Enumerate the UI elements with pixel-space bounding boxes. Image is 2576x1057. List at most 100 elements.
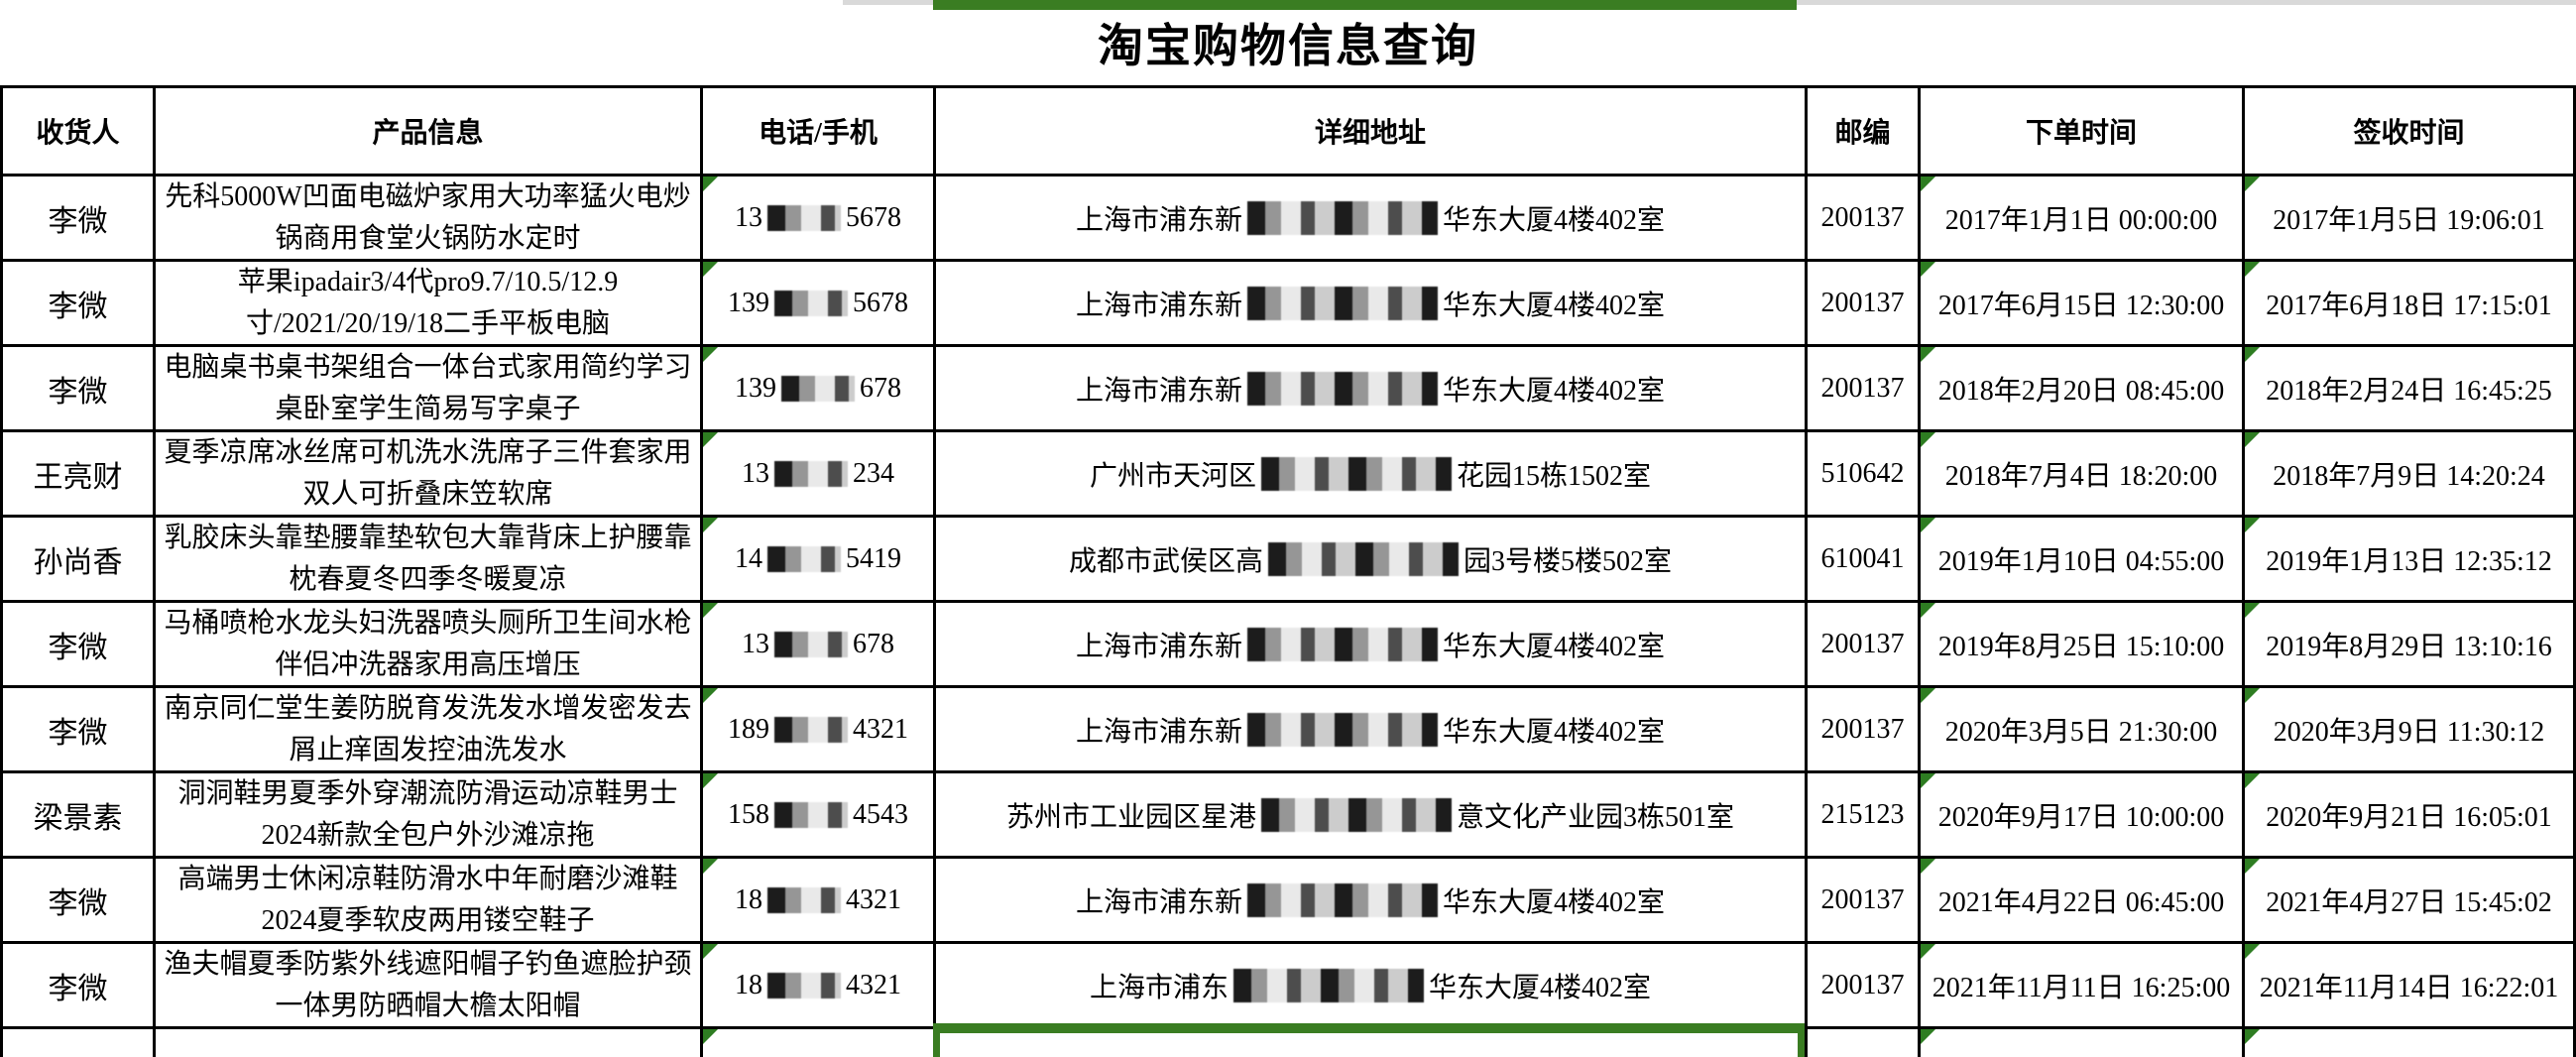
- cell-address[interactable]: 上海市浦东新 华东大厦4楼402室: [936, 176, 1808, 262]
- excel-error-triangle-icon: [703, 773, 718, 788]
- cell-recipient[interactable]: 梁景素: [3, 773, 156, 859]
- selection-border-bottom-right: [1798, 1023, 1805, 1057]
- cell-product[interactable]: 夏季凉席冰丝席可机洗水洗席子三件套家用双人可折叠床笠软席: [156, 432, 703, 518]
- cell-product[interactable]: 电脑桌书桌书架组合一体台式家用简约学习桌卧室学生简易写字桌子: [156, 347, 703, 432]
- cell-order-time[interactable]: 2021年11月11日 16:25:00: [1921, 944, 2245, 1029]
- cell-address[interactable]: 上海市浦东 华东大厦4楼402室: [936, 944, 1808, 1029]
- cell-order-time[interactable]: 2021年4月22日 06:45:00: [1921, 859, 2245, 944]
- cell-order-time[interactable]: 2018年7月4日 18:20:00: [1921, 432, 2245, 518]
- header-order-time[interactable]: 下单时间: [1921, 88, 2245, 176]
- cell-zip[interactable]: 200137: [1808, 176, 1921, 262]
- cell-product[interactable]: 先科5000W凹面电磁炉家用大功率猛火电炒锅商用食堂火锅防水定时: [156, 176, 703, 262]
- cell-zip[interactable]: 610041: [1808, 518, 1921, 603]
- recipient-text: 李微: [48, 972, 108, 1005]
- cell-zip[interactable]: 200137: [1808, 347, 1921, 432]
- cell-sign-time[interactable]: 2017年1月5日 19:06:01: [2245, 176, 2576, 262]
- header-sign-time[interactable]: 签收时间: [2245, 88, 2576, 176]
- cell-recipient[interactable]: 李微: [3, 262, 156, 347]
- cell-product[interactable]: 南京同仁堂生姜防脱育发洗发水增发密发去屑止痒固发控油洗发水: [156, 688, 703, 773]
- cell-product[interactable]: 乳胶床头靠垫腰靠垫软包大靠背床上护腰靠枕春夏冬四季冬暖夏凉: [156, 518, 703, 603]
- header-zip[interactable]: 邮编: [1808, 88, 1921, 176]
- address-text: 上海市浦东新 华东大厦4楼402室: [1076, 284, 1665, 323]
- cell-zip[interactable]: 200137: [1808, 603, 1921, 688]
- order-time-text: 2019年1月10日 04:55:00: [1937, 545, 2225, 577]
- recipient-text: 梁景素: [33, 801, 123, 835]
- cell-address[interactable]: 上海市浦东新 华东大厦4楼402室: [936, 262, 1808, 347]
- cell-product[interactable]: [156, 1029, 703, 1057]
- cell-zip[interactable]: 200137: [1808, 262, 1921, 347]
- cell-phone[interactable]: [703, 1029, 936, 1057]
- cell-phone[interactable]: 13 5678: [703, 176, 936, 262]
- cell-phone[interactable]: 139 678: [703, 347, 936, 432]
- cell-recipient[interactable]: 李微: [3, 603, 156, 688]
- cell-sign-time[interactable]: 2020年3月9日 11:30:12: [2245, 688, 2576, 773]
- cell-sign-time[interactable]: 2017年6月18日 17:15:01: [2245, 262, 2576, 347]
- cell-sign-time[interactable]: 2020年9月21日 16:05:01: [2245, 773, 2576, 859]
- cell-recipient[interactable]: 李微: [3, 859, 156, 944]
- cell-sign-time[interactable]: 2021年4月27日 15:45:02: [2245, 859, 2576, 944]
- cell-phone[interactable]: 18 4321: [703, 859, 936, 944]
- cell-product[interactable]: 苹果ipadair3/4代pro9.7/10.5/12.9寸/2021/20/1…: [156, 262, 703, 347]
- cell-phone[interactable]: 189 4321: [703, 688, 936, 773]
- cell-order-time[interactable]: 2017年6月15日 12:30:00: [1921, 262, 2245, 347]
- cell-order-time[interactable]: 2017年1月1日 00:00:00: [1921, 176, 2245, 262]
- cell-phone[interactable]: 13 678: [703, 603, 936, 688]
- header-address[interactable]: 详细地址: [936, 88, 1808, 176]
- cell-zip[interactable]: 215123: [1808, 773, 1921, 859]
- cell-recipient[interactable]: [3, 1029, 156, 1057]
- cell-product[interactable]: 渔夫帽夏季防紫外线遮阳帽子钓鱼遮脸护颈一体男防晒帽大檐太阳帽: [156, 944, 703, 1029]
- header-phone[interactable]: 电话/手机: [703, 88, 936, 176]
- cell-recipient[interactable]: 李微: [3, 688, 156, 773]
- product-text: 马桶喷枪水龙头妇洗器喷头厕所卫生间水枪伴侣冲洗器家用高压增压: [164, 607, 692, 680]
- excel-error-triangle-icon: [703, 347, 718, 362]
- address-text: 上海市浦东新 华东大厦4楼402室: [1076, 625, 1665, 664]
- cell-address[interactable]: 上海市浦东新 华东大厦4楼402室: [936, 688, 1808, 773]
- cell-recipient[interactable]: 李微: [3, 347, 156, 432]
- sign-time-text: 2017年6月18日 17:15:01: [2266, 290, 2552, 321]
- cell-order-time[interactable]: 2019年8月25日 15:10:00: [1921, 603, 2245, 688]
- cell-address[interactable]: 上海市浦东新 华东大厦4楼402室: [936, 859, 1808, 944]
- cell-order-time[interactable]: [1921, 1029, 2245, 1057]
- cell-phone[interactable]: 13 234: [703, 432, 936, 518]
- cell-zip[interactable]: 200137: [1808, 944, 1921, 1029]
- cell-sign-time[interactable]: [2245, 1029, 2576, 1057]
- cell-zip[interactable]: 200137: [1808, 859, 1921, 944]
- sign-time-text: 2017年1月5日 19:06:01: [2273, 204, 2545, 236]
- cell-address[interactable]: 广州市天河区 花园15栋1502室: [936, 432, 1808, 518]
- cell-phone[interactable]: 14 5419: [703, 518, 936, 603]
- table-row: 王亮财 夏季凉席冰丝席可机洗水洗席子三件套家用双人可折叠床笠软席 13 234 广…: [0, 432, 2576, 518]
- cell-address[interactable]: 上海市浦东新 华东大厦4楼402室: [936, 347, 1808, 432]
- cell-address[interactable]: [936, 1029, 1808, 1057]
- cell-zip[interactable]: [1808, 1029, 1921, 1057]
- cell-zip[interactable]: 200137: [1808, 688, 1921, 773]
- header-product[interactable]: 产品信息: [156, 88, 703, 176]
- cell-sign-time[interactable]: 2018年7月9日 14:20:24: [2245, 432, 2576, 518]
- cell-product[interactable]: 高端男士休闲凉鞋防滑水中年耐磨沙滩鞋2024夏季软皮两用镂空鞋子: [156, 859, 703, 944]
- cell-sign-time[interactable]: 2019年8月29日 13:10:16: [2245, 603, 2576, 688]
- cell-sign-time[interactable]: 2018年2月24日 16:45:25: [2245, 347, 2576, 432]
- cell-recipient[interactable]: 王亮财: [3, 432, 156, 518]
- cell-sign-time[interactable]: 2019年1月13日 12:35:12: [2245, 518, 2576, 603]
- cell-phone[interactable]: 158 4543: [703, 773, 936, 859]
- cell-address[interactable]: 上海市浦东新 华东大厦4楼402室: [936, 603, 1808, 688]
- cell-recipient[interactable]: 李微: [3, 944, 156, 1029]
- cell-sign-time[interactable]: 2021年11月14日 16:22:01: [2245, 944, 2576, 1029]
- cell-address[interactable]: 成都市武侯区高 园3号楼5楼502室: [936, 518, 1808, 603]
- cell-product[interactable]: 洞洞鞋男夏季外穿潮流防滑运动凉鞋男士2024新款全包户外沙滩凉拖: [156, 773, 703, 859]
- cell-product[interactable]: 马桶喷枪水龙头妇洗器喷头厕所卫生间水枪伴侣冲洗器家用高压增压: [156, 603, 703, 688]
- cell-order-time[interactable]: 2020年3月5日 21:30:00: [1921, 688, 2245, 773]
- cell-order-time[interactable]: 2018年2月20日 08:45:00: [1921, 347, 2245, 432]
- cell-zip[interactable]: 510642: [1808, 432, 1921, 518]
- excel-error-triangle-icon: [2245, 262, 2260, 277]
- product-text: 南京同仁堂生姜防脱育发洗发水增发密发去屑止痒固发控油洗发水: [164, 692, 692, 765]
- excel-error-triangle-icon: [703, 688, 718, 703]
- cell-recipient[interactable]: 李微: [3, 176, 156, 262]
- address-suffix: 华东大厦4楼402室: [1443, 886, 1666, 918]
- cell-address[interactable]: 苏州市工业园区星港 意文化产业园3栋501室: [936, 773, 1808, 859]
- cell-phone[interactable]: 139 5678: [703, 262, 936, 347]
- header-recipient[interactable]: 收货人: [3, 88, 156, 176]
- cell-phone[interactable]: 18 4321: [703, 944, 936, 1029]
- cell-order-time[interactable]: 2020年9月17日 10:00:00: [1921, 773, 2245, 859]
- cell-order-time[interactable]: 2019年1月10日 04:55:00: [1921, 518, 2245, 603]
- cell-recipient[interactable]: 孙尚香: [3, 518, 156, 603]
